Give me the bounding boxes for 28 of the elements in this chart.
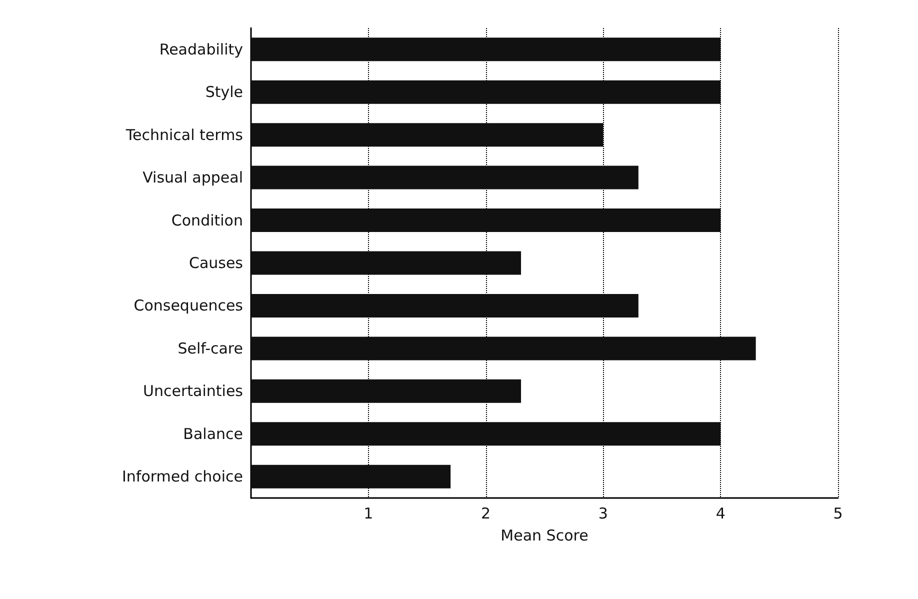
y-tick-label: Condition (171, 211, 243, 230)
x-tick-label: 3 (598, 504, 608, 522)
x-tick-label: 5 (833, 504, 843, 522)
y-tick-label: Style (205, 83, 243, 102)
bar (251, 123, 604, 147)
bar (251, 208, 721, 232)
bar (251, 166, 638, 190)
bar (251, 464, 451, 488)
x-tick-label: 2 (481, 504, 491, 522)
x-tick-label: 1 (364, 504, 374, 522)
bar (251, 294, 638, 318)
bar (251, 422, 721, 446)
bar (251, 38, 721, 62)
y-tick-label: Technical terms (124, 126, 244, 144)
bar (251, 80, 721, 104)
y-tick-label: Visual appeal (142, 168, 243, 187)
x-tick-label: 4 (716, 504, 726, 522)
bar (251, 379, 522, 403)
x-axis-title: Mean Score (500, 526, 588, 544)
y-tick-label: Causes (188, 254, 244, 272)
bar (251, 336, 756, 360)
y-tick-label: Consequences (134, 296, 244, 315)
y-tick-label: Readability (159, 40, 244, 58)
y-tick-label: Self-care (178, 339, 243, 358)
y-tick-label: Informed choice (122, 468, 243, 486)
y-tick-label: Uncertainties (143, 382, 244, 400)
y-tick-label: Balance (183, 424, 243, 443)
bar (251, 251, 522, 275)
